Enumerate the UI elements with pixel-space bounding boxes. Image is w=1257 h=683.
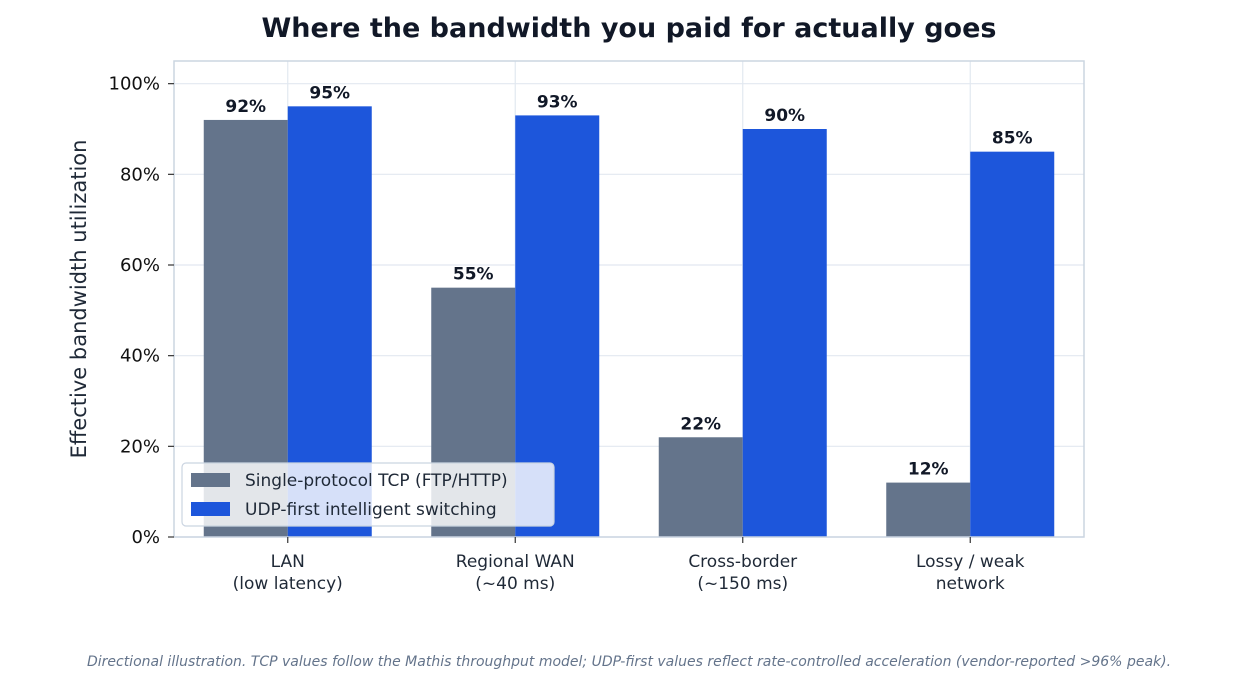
legend-label: Single-protocol TCP (FTP/HTTP): [245, 471, 508, 491]
bar: [658, 437, 743, 537]
data-label: 90%: [764, 106, 805, 126]
data-label: 92%: [225, 97, 266, 117]
data-labels: 92% 55% 22% 12% 95% 93% 90% 85%: [225, 83, 1032, 479]
data-label: 12%: [908, 460, 949, 480]
data-label: 22%: [680, 414, 721, 434]
y-tick-label: 40%: [120, 346, 160, 367]
data-label: 55%: [453, 265, 494, 285]
legend: Single-protocol TCP (FTP/HTTP) UDP-first …: [181, 462, 555, 527]
x-tick-label: LAN (low latency): [233, 552, 343, 594]
y-tick-label: 60%: [120, 255, 160, 276]
y-tick-label: 0%: [131, 527, 160, 548]
legend-label: UDP-first intelligent switching: [245, 500, 497, 520]
data-label: 85%: [992, 129, 1033, 149]
footnote: Directional illustration. TCP values fol…: [87, 654, 1171, 670]
data-label: 93%: [537, 92, 578, 112]
y-tick-label: 20%: [120, 436, 160, 457]
y-tick-label: 100%: [109, 74, 160, 95]
y-tick-label: 80%: [120, 164, 160, 185]
y-axis-label: Effective bandwidth utilization: [67, 140, 91, 459]
legend-swatch: [191, 473, 230, 487]
bar: [970, 151, 1055, 537]
legend-box: [181, 462, 555, 527]
chart-title: Where the bandwidth you paid for actuall…: [262, 13, 997, 44]
axes: 0% 20% 40% 60% 80% 100% LAN (low latency) Region…: [109, 74, 1025, 594]
data-label: 95%: [309, 83, 350, 103]
x-tick-label: Regional WAN (~40 ms): [456, 552, 575, 594]
bar: [742, 129, 827, 537]
legend-swatch: [191, 502, 230, 516]
bar: [886, 482, 971, 537]
plot-frame: [173, 60, 1085, 538]
x-tick-label: Cross-border (~150 ms): [688, 552, 797, 594]
x-tick-label: Lossy / weak network: [916, 552, 1025, 594]
